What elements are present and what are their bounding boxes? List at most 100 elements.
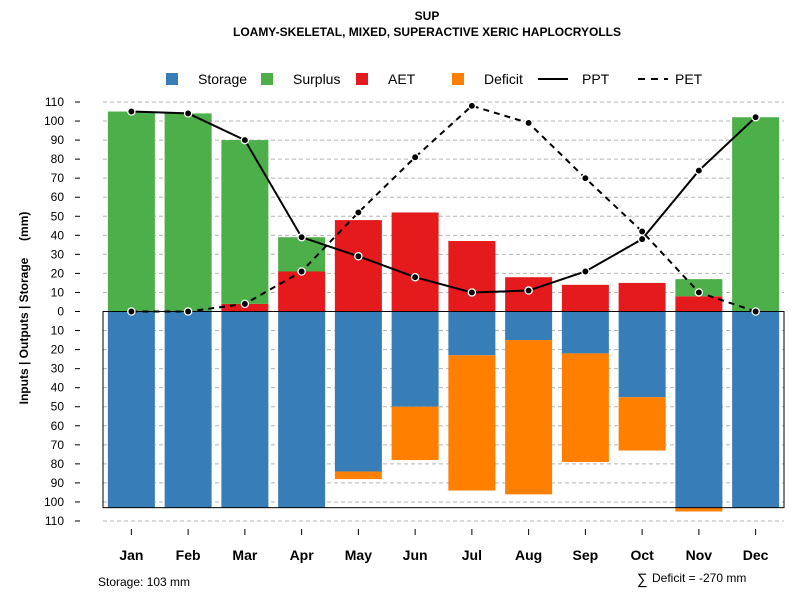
month-label: Jun bbox=[403, 547, 428, 563]
storage-bar bbox=[391, 311, 439, 407]
y-tick-label: 90 bbox=[51, 133, 65, 147]
month-label: Aug bbox=[515, 547, 542, 563]
surplus-bar bbox=[164, 113, 212, 312]
y-tick-label: 60 bbox=[51, 419, 65, 433]
y-tick-label: 20 bbox=[51, 266, 65, 280]
y-tick-label: 90 bbox=[51, 476, 65, 490]
storage-capacity-box bbox=[102, 311, 785, 509]
storage-legend-swatch bbox=[166, 73, 178, 85]
surplus-bar bbox=[221, 140, 269, 304]
pet-point bbox=[410, 152, 420, 162]
ppt-point bbox=[354, 252, 363, 261]
aet-bar bbox=[675, 296, 723, 312]
pet-point bbox=[354, 208, 363, 217]
pet-point bbox=[127, 307, 136, 316]
gridlines bbox=[103, 101, 784, 522]
surplus-legend-swatch bbox=[261, 73, 273, 85]
y-tick-label: 100 bbox=[44, 114, 64, 128]
ppt-point bbox=[581, 267, 590, 276]
month-label: Feb bbox=[176, 547, 201, 563]
ppt-line bbox=[131, 110, 757, 294]
bars bbox=[102, 111, 785, 512]
aet-bar bbox=[561, 284, 609, 312]
deficit-note: Deficit = -270 mm bbox=[652, 571, 746, 585]
ppt-point bbox=[240, 135, 250, 145]
month-label: May bbox=[345, 547, 372, 563]
y-tick-label: 100 bbox=[44, 495, 64, 509]
ppt-point bbox=[183, 109, 193, 118]
aet-legend-swatch bbox=[356, 73, 368, 85]
aet-legend-label: AET bbox=[388, 71, 416, 87]
deficit-bar bbox=[618, 397, 666, 451]
surplus-bar bbox=[675, 279, 723, 297]
y-tick-label: 50 bbox=[51, 209, 65, 223]
month-label: Sep bbox=[573, 547, 599, 563]
y-tick-label: 30 bbox=[51, 362, 65, 376]
storage-bar bbox=[732, 311, 780, 508]
surplus-bar bbox=[107, 111, 155, 312]
legend: Storage Surplus AET Deficit PPT PET bbox=[166, 71, 703, 87]
surplus-bar bbox=[732, 117, 780, 312]
pet-point bbox=[240, 299, 250, 309]
deficit-legend-swatch bbox=[452, 73, 464, 85]
storage-bar bbox=[278, 311, 326, 508]
x-axis: Jan Feb Mar Apr May Jun Jul Aug Sep Oct Nov Dec bbox=[119, 529, 769, 563]
pet-point bbox=[581, 173, 590, 183]
y-tick-label: 0 bbox=[57, 305, 64, 319]
y-tick-label: 40 bbox=[51, 381, 65, 395]
month-label: Apr bbox=[290, 547, 315, 563]
storage-bar bbox=[334, 311, 382, 472]
pet-point bbox=[751, 307, 760, 316]
storage-bar bbox=[107, 311, 155, 508]
storage-bar bbox=[505, 311, 553, 341]
ppt-point bbox=[127, 107, 136, 116]
ppt-point bbox=[524, 286, 533, 295]
chart-subtitle: LOAMY-SKELETAL, MIXED, SUPERACTIVE XERIC… bbox=[233, 25, 621, 39]
deficit-bar bbox=[391, 406, 439, 461]
y-tick-label: 40 bbox=[51, 228, 65, 242]
month-label: Jul bbox=[462, 547, 482, 563]
y-tick-label: 110 bbox=[45, 514, 64, 528]
deficit-bar bbox=[334, 471, 382, 480]
deficit-bar bbox=[561, 353, 609, 462]
aet-bar bbox=[391, 212, 439, 312]
month-label: Mar bbox=[232, 547, 257, 563]
aet-bar bbox=[278, 271, 326, 312]
storage-bar bbox=[448, 311, 496, 356]
storage-bar bbox=[618, 311, 666, 398]
y-axis: 1101009080706050403020100102030405060708… bbox=[44, 95, 80, 528]
ppt-point bbox=[694, 166, 704, 175]
month-label: Dec bbox=[743, 547, 769, 563]
storage-bar bbox=[164, 311, 212, 508]
ppt-point bbox=[410, 272, 420, 282]
y-tick-label: 70 bbox=[51, 171, 65, 185]
pet-point bbox=[524, 118, 533, 128]
ppt-point bbox=[297, 232, 306, 242]
y-tick-label: 20 bbox=[51, 343, 65, 357]
ppt-point bbox=[637, 234, 647, 244]
storage-bar bbox=[221, 311, 269, 508]
pet-legend-label: PET bbox=[675, 71, 703, 87]
aet-bar bbox=[618, 282, 666, 312]
y-tick-label: 80 bbox=[51, 152, 65, 166]
deficit-bar bbox=[448, 355, 496, 491]
pet-line bbox=[131, 104, 756, 313]
chart-title: SUP bbox=[415, 9, 440, 23]
month-label: Nov bbox=[686, 547, 713, 563]
ppt-legend-label: PPT bbox=[582, 71, 610, 87]
pet-point bbox=[183, 307, 193, 316]
ppt-point bbox=[467, 288, 477, 297]
storage-bar bbox=[675, 311, 723, 508]
sigma-icon: ∑ bbox=[637, 571, 648, 588]
aet-bar bbox=[334, 220, 382, 312]
y-tick-label: 70 bbox=[51, 438, 65, 452]
storage-note: Storage: 103 mm bbox=[98, 575, 190, 589]
y-tick-label: 50 bbox=[51, 400, 65, 414]
month-label: Jan bbox=[119, 547, 143, 563]
pet-point bbox=[467, 101, 477, 111]
y-tick-label: 10 bbox=[51, 324, 65, 338]
ppt-point bbox=[751, 112, 760, 122]
y-tick-label: 110 bbox=[45, 95, 64, 109]
deficit-bar bbox=[675, 507, 723, 512]
